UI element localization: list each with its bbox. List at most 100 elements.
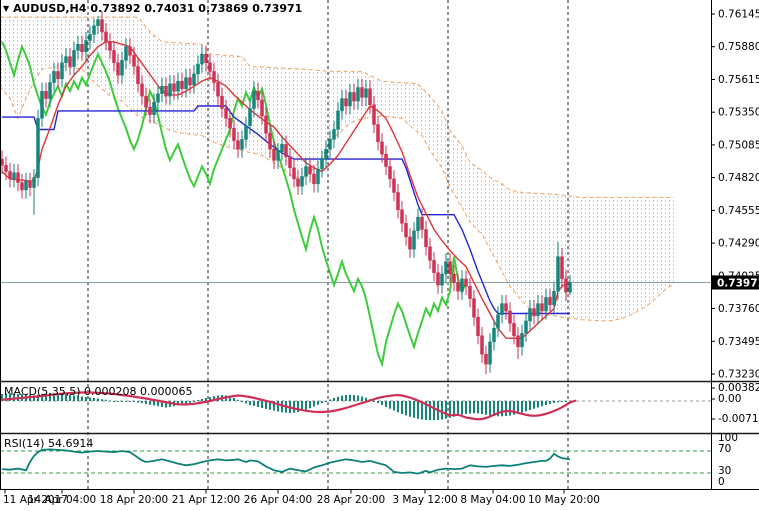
candle: [304, 166, 308, 177]
candle: [284, 144, 288, 157]
macd-histogram-bar: [473, 401, 475, 414]
candle: [424, 229, 428, 248]
macd-histogram-bar: [397, 401, 399, 413]
title-ohlc: 0.73892 0.74031 0.73869 0.73971: [90, 2, 303, 15]
macd-histogram-bar: [49, 393, 51, 401]
candle: [64, 56, 68, 64]
price-axis-label: 0.76145: [718, 9, 759, 21]
candle: [468, 286, 472, 299]
candle: [504, 303, 508, 312]
macd-histogram-bar: [513, 401, 515, 415]
macd-histogram-bar: [357, 395, 359, 401]
macd-histogram-bar: [137, 401, 139, 403]
time-axis-label: 3 May 12:00: [392, 494, 457, 506]
candle: [244, 125, 248, 140]
candle: [432, 260, 436, 273]
candle: [560, 256, 564, 280]
candle: [228, 118, 232, 129]
candle: [240, 139, 244, 150]
macd-histogram-bar: [361, 396, 363, 401]
candle: [524, 320, 528, 334]
macd-histogram-bar: [413, 401, 415, 418]
candle: [484, 353, 488, 365]
candle: [4, 165, 8, 172]
candle: [500, 303, 504, 315]
macd-histogram-bar: [481, 401, 483, 414]
macd-histogram-bar: [65, 394, 67, 401]
macd-histogram-bar: [373, 401, 375, 402]
senkou-span-lower-line: [0, 65, 675, 322]
macd-histogram-bar: [521, 401, 523, 413]
macd-histogram-bar: [165, 401, 167, 408]
macd-histogram-bar: [177, 401, 179, 406]
candle: [316, 168, 320, 185]
macd-histogram-bar: [145, 401, 147, 404]
macd-histogram-bar: [409, 401, 411, 417]
candle: [144, 95, 148, 108]
macd-histogram-bar: [489, 401, 491, 416]
macd-histogram-bar: [345, 395, 347, 401]
macd-histogram-bar: [265, 401, 267, 409]
macd-histogram-bar: [509, 401, 511, 416]
macd-histogram-bar: [525, 401, 527, 412]
macd-histogram-bar: [113, 401, 115, 402]
candle: [140, 83, 144, 97]
candle: [204, 53, 208, 64]
time-axis-label: 18 Apr 20:00: [100, 494, 168, 506]
candle: [248, 108, 252, 127]
macd-histogram-bar: [317, 401, 319, 405]
macd-histogram-bar: [245, 401, 247, 404]
macd-histogram-bar: [553, 401, 555, 403]
candle: [196, 63, 200, 75]
macd-histogram-bar: [477, 401, 479, 414]
price-axis[interactable]: 0.76145 0.75880 0.75615 0.75350 0.75085 0.748…: [711, 9, 759, 489]
candle: [352, 92, 356, 102]
candle: [112, 50, 116, 64]
candle: [476, 316, 480, 336]
candle: [516, 335, 520, 348]
macd-histogram-bar: [9, 393, 11, 401]
macd-histogram-bar: [501, 401, 503, 417]
macd-histogram-bar: [461, 401, 463, 415]
candle: [128, 46, 132, 56]
macd-histogram-bar: [141, 401, 143, 404]
candle: [12, 172, 16, 180]
macd-histogram-bar: [153, 401, 155, 406]
triangle-down-icon[interactable]: ▼: [3, 4, 10, 13]
candle: [348, 92, 352, 107]
macd-histogram-bar: [497, 401, 499, 417]
candle: [388, 166, 392, 180]
candle: [192, 73, 196, 86]
candle: [24, 181, 28, 191]
macd-histogram-bar: [445, 401, 447, 419]
macd-histogram-bar: [337, 396, 339, 401]
macd-histogram-bar: [205, 398, 207, 401]
candle: [160, 85, 164, 94]
candle: [312, 173, 316, 185]
candle: [384, 153, 388, 167]
candle: [488, 341, 492, 365]
candle: [104, 31, 108, 43]
candle: [396, 192, 400, 210]
macd-histogram-bar: [389, 401, 391, 409]
candle: [260, 99, 264, 117]
candle: [456, 282, 460, 292]
candle: [212, 71, 216, 83]
macd-histogram-bar: [101, 399, 103, 401]
rsi-axis-label: 70: [718, 443, 731, 455]
candle: [568, 282, 572, 293]
candle: [336, 110, 340, 130]
macd-histogram-bar: [349, 394, 351, 401]
price-axis-label: 0.73760: [718, 303, 759, 315]
candle: [292, 167, 296, 180]
macd-histogram-bar: [57, 393, 59, 401]
macd-histogram-bar: [45, 393, 47, 401]
macd-histogram-bar: [441, 401, 443, 420]
candle: [544, 297, 548, 312]
candle: [44, 90, 48, 99]
candle: [200, 53, 204, 65]
macd-signal-line: [1, 391, 577, 421]
macd-histogram-bar: [313, 401, 315, 407]
